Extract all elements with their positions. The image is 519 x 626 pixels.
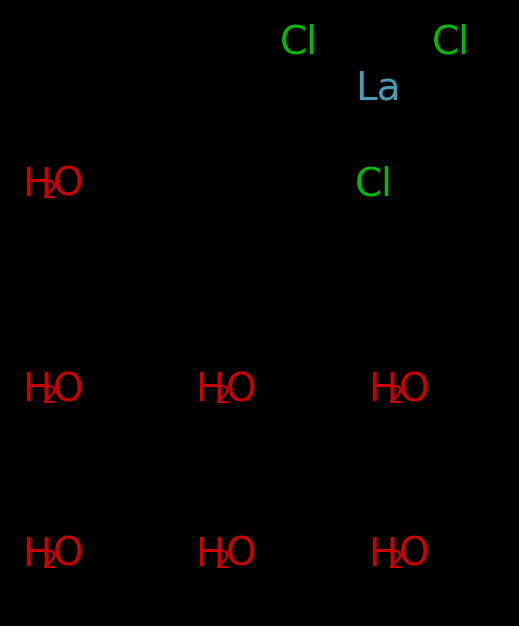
Text: H: H xyxy=(195,536,224,574)
Text: O: O xyxy=(226,371,256,409)
Text: 2: 2 xyxy=(41,549,57,573)
Text: O: O xyxy=(399,536,430,574)
Text: O: O xyxy=(226,536,256,574)
Text: La: La xyxy=(355,69,401,107)
Text: H: H xyxy=(195,371,224,409)
Text: 2: 2 xyxy=(387,549,403,573)
Text: Cl: Cl xyxy=(280,23,318,61)
Text: 2: 2 xyxy=(41,384,57,408)
Text: O: O xyxy=(53,166,84,204)
Text: H: H xyxy=(368,371,398,409)
Text: 2: 2 xyxy=(214,384,230,408)
Text: 2: 2 xyxy=(41,179,57,203)
Text: Cl: Cl xyxy=(355,166,393,204)
Text: H: H xyxy=(22,371,51,409)
Text: 2: 2 xyxy=(387,384,403,408)
Text: H: H xyxy=(22,536,51,574)
Text: H: H xyxy=(368,536,398,574)
Text: O: O xyxy=(53,371,84,409)
Text: O: O xyxy=(399,371,430,409)
Text: Cl: Cl xyxy=(432,23,470,61)
Text: H: H xyxy=(22,166,51,204)
Text: O: O xyxy=(53,536,84,574)
Text: 2: 2 xyxy=(214,549,230,573)
